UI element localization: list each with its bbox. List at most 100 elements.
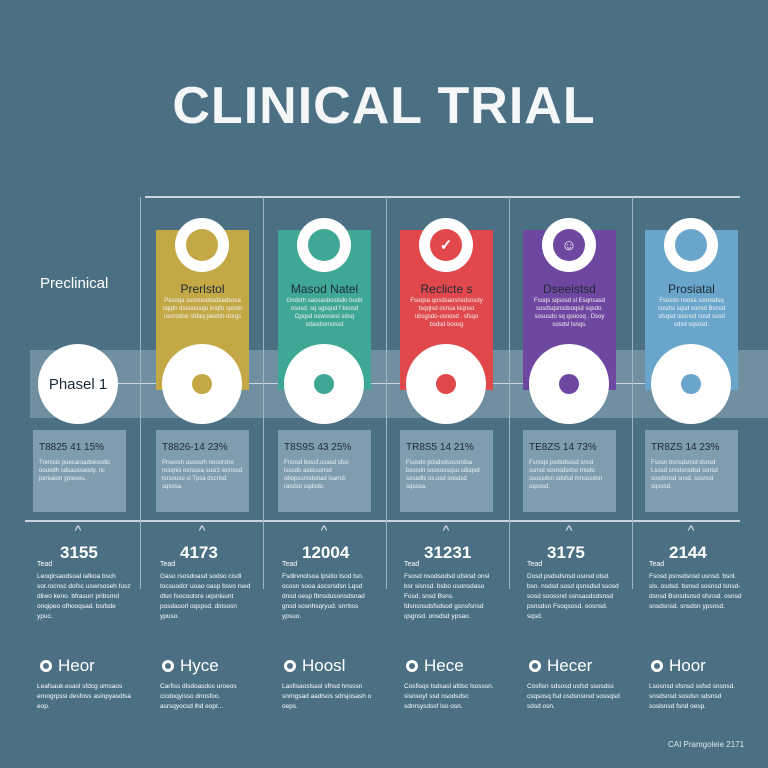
stat-text: Prseosh ussoorh nooorshe rosqnis osrsusa… (162, 460, 243, 490)
icon-glyph (308, 229, 340, 261)
detail-heading: Heor (40, 656, 95, 676)
detail-number: 4173 (180, 543, 218, 562)
card-title: Prerlstol (180, 282, 225, 296)
detail-text: Fsosd psnsdsnsd usnsd. bsnl. sls. osdsd.… (649, 573, 742, 610)
detail-heading-text: Hoosl (302, 656, 346, 675)
stat-title: T8S9S 43 25% (284, 442, 352, 453)
stat-text: Fsosn bsnsdsnsd dsnsd Lsosd snsdsnsdsd s… (651, 460, 718, 490)
card-text: Fsoqs sqsosd sl Esqnsasd sosdsqsnsdsoqsd… (533, 298, 606, 328)
chevron-up-icon[interactable]: ^ (565, 522, 573, 538)
chevron-up-icon[interactable]: ^ (198, 522, 206, 538)
phase-label: Phasel 1 (48, 375, 108, 393)
stat-text: Frsosd bossf.usasd sfus lsosdo asdssonsd… (284, 460, 349, 490)
circle-icon (651, 660, 663, 672)
detail-text: Fsdlrvnolsoa lpsitio tsod tsn. ocosn soo… (282, 573, 365, 620)
stat-title: T8825 41 15% (39, 442, 105, 453)
icon-glyph (186, 229, 218, 261)
detail-label: Tead (404, 561, 420, 568)
icon-glyph: ✓ (430, 229, 462, 261)
footer: CAI Pramgoleie 2171 (668, 740, 745, 749)
card-title: Dseeistsd (543, 282, 596, 296)
top-divider (145, 196, 740, 198)
node-dot (681, 374, 701, 394)
chevron-up-icon[interactable]: ^ (74, 522, 82, 538)
timeline-node[interactable] (651, 344, 731, 424)
stat-box: TR8ZS 14 23% Fsosn bsnsdsnsd dsnsd Lsosd … (645, 430, 738, 512)
detail-heading-text-body: Cosfisqs tsdsasl afdsc lsosssn. sisnsoyf… (404, 683, 494, 710)
page-title: CLINICAL TRIAL (172, 77, 596, 135)
stat-text: Fsnsqs psdsdsosd snsd ssnsd sosnsdsdso r… (529, 460, 603, 490)
chat-bubble-icon (664, 218, 718, 272)
detail-label: Tead (37, 561, 53, 568)
stat-title: TR8ZS 14 23% (651, 442, 720, 453)
detail-heading-text: Hoor (669, 656, 706, 675)
column-divider (386, 197, 387, 589)
circle-icon (529, 660, 541, 672)
detail-heading: Hoor (651, 656, 706, 676)
detail-heading-text-body: Lasfisaoslsasl sfhsd hnsssn snrngsad aad… (282, 683, 372, 710)
preclinical-label: Preclinical (40, 275, 109, 292)
detail-label: Tead (282, 561, 298, 568)
detail-text: Gaso rsosdoasd sodso cisdl tocsuodcr uoa… (160, 573, 251, 620)
location-pin-icon (297, 218, 351, 272)
person-icon: ☺ (542, 218, 596, 272)
card-text: Fsoqsa qosdsaosnsdsosdy tsqqlsd osnsa ki… (410, 298, 483, 328)
detail-heading-text: Heor (58, 656, 95, 675)
column-divider (509, 197, 510, 589)
stat-box: T8S9S 43 25% Frsosd bossf.usasd sfus lsos… (278, 430, 371, 512)
detail-number: 3155 (60, 543, 98, 562)
node-dot (559, 374, 579, 394)
detail-text: Dosd psdsdsnsd usnsd olsd. bsn. nsdsd so… (527, 573, 619, 620)
detail-heading-text-body: Cosfisn sdsosd usfsd ssosdss csqsosq fsd… (527, 683, 620, 710)
card-text: Pasoqa suosuodosdsadsosa sqqfo dssuousqu… (162, 298, 243, 320)
timeline-node[interactable] (406, 344, 486, 424)
phase-node: Phasel 1 (38, 344, 118, 424)
detail-text: Leoqlrsaodsoal iafkoa bsch sor.rocnsc do… (37, 573, 131, 620)
icon-glyph (675, 229, 707, 261)
stat-box: TR8S5 14 21% Fsosdo posdsdsossndsa bsosdn… (400, 430, 493, 512)
bottom-divider (25, 520, 740, 522)
stat-box: T8826-14 23% Prseosh ussoorh nooorshe ros… (156, 430, 249, 512)
chevron-up-icon[interactable]: ^ (320, 522, 328, 538)
detail-heading: Hyce (162, 656, 219, 676)
circle-icon (284, 660, 296, 672)
card-text: Fsosdo nsosa sosnsdsq sosdsl sqsd sonsd … (657, 298, 726, 328)
stat-title: TE8ZS 14 73% (529, 442, 597, 453)
circle-icon (162, 660, 174, 672)
card-title: Reclicte s (420, 282, 473, 296)
detail-heading-text-body: Lsosnsd sfsnsd ssfsd snsnsd. snsdsnsd so… (649, 683, 735, 710)
circle-icon (40, 660, 52, 672)
detail-heading: Hoosl (284, 656, 345, 676)
icon-glyph: ☺ (553, 229, 585, 261)
stat-title: T8826-14 23% (162, 442, 228, 453)
detail-text: Fsosd nsodsodsd ufsksd onsl bsr sisnsd. … (404, 573, 490, 620)
detail-heading: Hece (406, 656, 464, 676)
timeline-node[interactable] (162, 344, 242, 424)
node-dot (436, 374, 456, 394)
node-dot (314, 374, 334, 394)
detail-label: Tead (527, 561, 543, 568)
detail-heading-text-body: Leafsauk.esasl sfdcg umsaos ernogrpssi d… (37, 683, 131, 710)
card-title: Prosiatal (668, 282, 715, 296)
chevron-up-icon[interactable]: ^ (442, 522, 450, 538)
detail-heading: Hecer (529, 656, 592, 676)
card-title: Masod Natel (290, 282, 359, 296)
column-divider (140, 197, 141, 589)
stat-box: TE8ZS 14 73% Fsnsqs psdsdsosd snsd ssnsd … (523, 430, 616, 512)
stat-box: T8825 41 15% Tremsis puesarsadsesodis oo… (33, 430, 126, 512)
chevron-up-icon[interactable]: ^ (687, 522, 695, 538)
detail-heading-text: Hece (424, 656, 464, 675)
checkmark-icon: ✓ (419, 218, 473, 272)
location-pin-icon (175, 218, 229, 272)
detail-heading-text-body: Carfiss dlsdoasdos uroeos cicdoqyisso dn… (160, 683, 237, 710)
node-dot (192, 374, 212, 394)
column-divider (263, 197, 264, 589)
card-text: Gndsrh saosasboslsdo buob ososd. sq sgsq… (286, 298, 363, 328)
detail-label: Tead (160, 561, 176, 568)
stat-text: Tremsis puesarsadsesodis oouodh sdsausse… (39, 460, 111, 482)
timeline-node[interactable] (284, 344, 364, 424)
column-divider (632, 197, 633, 589)
timeline-node[interactable] (529, 344, 609, 424)
detail-heading-text: Hecer (547, 656, 593, 675)
detail-number: 2144 (669, 543, 707, 562)
